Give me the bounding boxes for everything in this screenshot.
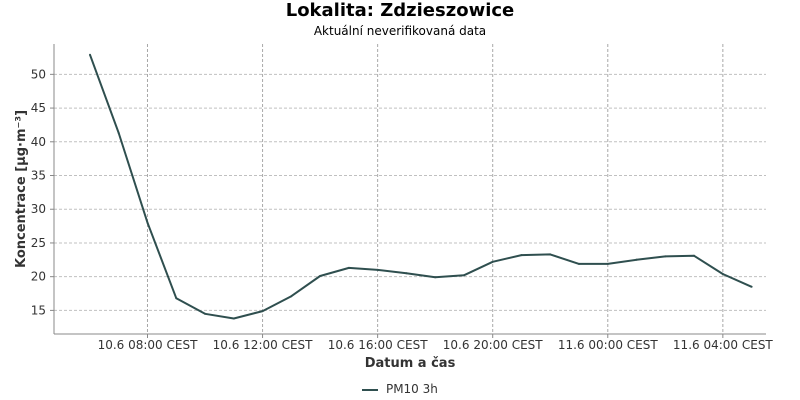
x-tick-label: 10.6 16:00 CEST (328, 338, 429, 352)
data-point (693, 254, 696, 257)
y-tick-label: 45 (31, 101, 46, 115)
legend-label: PM10 3h (385, 382, 438, 396)
data-point (319, 275, 322, 277)
x-tick-label: 10.6 20:00 CEST (443, 338, 544, 352)
y-tick-label: 40 (31, 135, 46, 149)
data-point (376, 268, 379, 271)
y-axis-label: Koncentrace [µg·m⁻³] (14, 110, 29, 268)
legend: PM10 3h (0, 382, 800, 396)
data-point (578, 262, 580, 265)
gridlines (54, 44, 766, 334)
data-point (146, 221, 149, 224)
chart-title: Lokalita: Zdzieszowice (285, 0, 515, 21)
x-tick-label: 10.6 08:00 CEST (98, 338, 199, 352)
y-tick-label: 20 (31, 270, 46, 284)
data-point (175, 297, 178, 300)
data-point (261, 310, 264, 313)
data-point (549, 253, 552, 256)
axes: 15 20 25 30 35 40 45 50 10.6 08:00 CEST 10.6 12:0… (31, 44, 774, 352)
data-point (204, 312, 206, 315)
series-layer (89, 53, 753, 320)
y-tick-label: 50 (31, 67, 46, 81)
data-point (232, 317, 235, 320)
y-tick-label: 35 (31, 169, 46, 183)
data-point (347, 266, 350, 269)
data-point (721, 273, 724, 275)
x-tick-label: 11.6 00:00 CEST (558, 338, 659, 352)
x-tick-label: 11.6 04:00 CEST (673, 338, 774, 352)
x-tick-label: 10.6 12:00 CEST (213, 338, 314, 352)
data-point (117, 132, 120, 134)
data-point (635, 258, 638, 261)
y-tick-label: 25 (31, 236, 46, 250)
data-point (606, 262, 609, 265)
legend-swatch (362, 388, 379, 391)
data-point (491, 260, 494, 263)
chart-subtitle: Aktuální neverifikovaná data (313, 24, 487, 38)
data-point (462, 274, 465, 277)
data-point (520, 254, 523, 257)
series-line (89, 54, 753, 320)
data-point (664, 255, 667, 258)
data-point (405, 272, 408, 275)
data-point (89, 53, 91, 56)
y-tick-label: 30 (31, 202, 46, 216)
data-point (434, 276, 437, 279)
data-point (750, 285, 753, 288)
x-axis-label: Datum a čas (365, 356, 456, 371)
plot-area (54, 44, 766, 334)
y-tick-label: 15 (31, 303, 46, 317)
data-point (290, 295, 293, 298)
line-chart: 15 20 25 30 35 40 45 50 10.6 08:00 CEST 10.6 12:0… (14, 44, 774, 371)
